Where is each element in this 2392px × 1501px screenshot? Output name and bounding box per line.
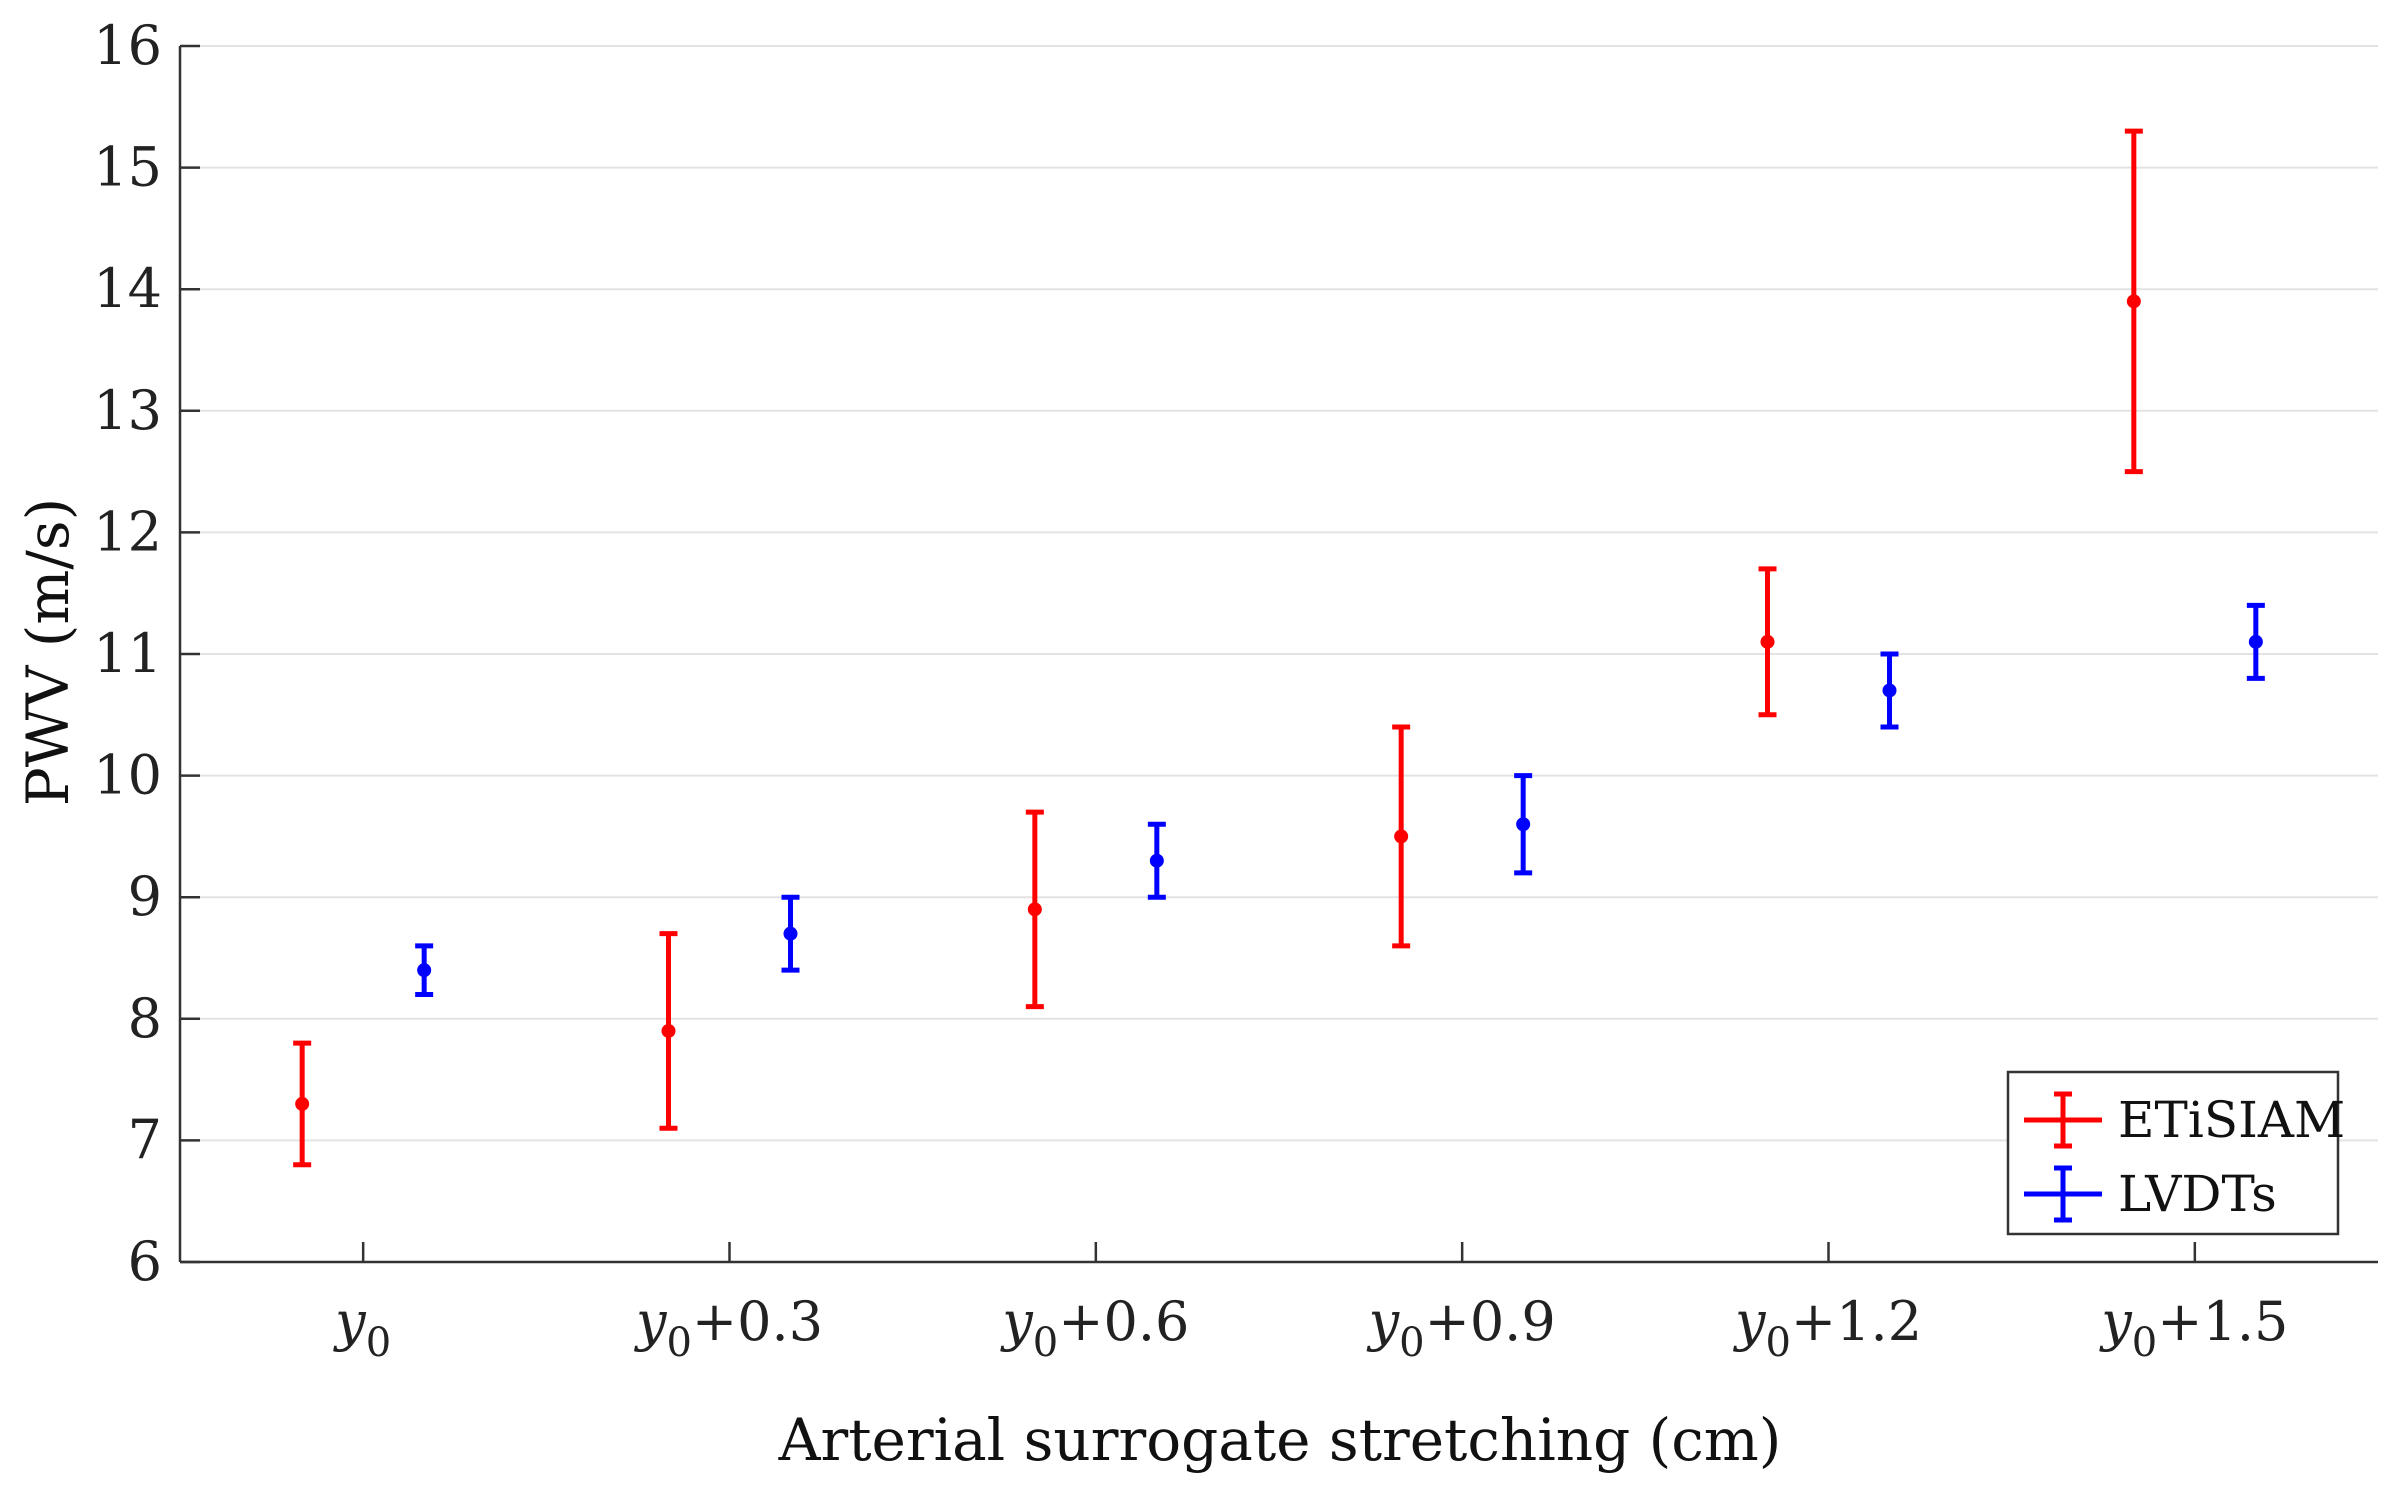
gridlines [180,45,2378,1142]
data-point [295,1096,310,1111]
y-tick-label: 12 [93,500,162,563]
y-axis-title: PWV (m/s) [14,498,82,807]
y-tick-label: 15 [93,136,162,199]
x-tick-label: y0+0.3 [634,1290,823,1366]
data-point [1882,683,1897,698]
x-axis-title: Arterial surrogate stretching (cm) [778,1406,1782,1474]
data-point [1027,902,1042,917]
axes [178,44,2378,1264]
y-tick-label: 14 [93,257,162,320]
x-tick-labels: y0 y0+0.3 y0+0.6 y0+0.9 y0+1.2 y0+1.5 [333,1290,2288,1366]
y-tick-label: 6 [128,1230,162,1293]
legend: ETiSIAM LVDTs [2006,1070,2345,1236]
y-tick-label: 8 [128,987,162,1050]
y-tick-label: 11 [93,622,162,685]
data-point [1516,817,1531,832]
y-tick-labels: 6 7 8 9 10 11 12 13 14 15 16 [93,14,162,1293]
y-tick-label: 7 [128,1108,162,1171]
data-point [1760,634,1775,649]
data-point [2248,634,2263,649]
x-tick-label: y0+1.5 [2099,1290,2288,1366]
legend-label: LVDTs [2118,1165,2277,1223]
data-point [783,926,798,941]
data-point [661,1023,676,1038]
series-lvdts [415,602,2265,997]
data-point [417,963,432,978]
y-tick-label: 10 [93,744,162,807]
series-etisiam [293,128,2143,1168]
x-tick-label: y0+1.2 [1733,1290,1922,1366]
data-point [1394,829,1409,844]
data-series [293,128,2265,1168]
y-tick-label: 16 [93,14,162,77]
x-tick-label: y0+0.9 [1367,1290,1556,1366]
y-tick-label: 13 [93,379,162,442]
data-point [2126,294,2141,309]
y-tick-label: 9 [128,865,162,928]
x-tick-label: y0+0.6 [1000,1290,1189,1366]
x-tick-label: y0 [333,1290,391,1366]
data-point [1149,853,1164,868]
legend-label: ETiSIAM [2118,1091,2345,1149]
